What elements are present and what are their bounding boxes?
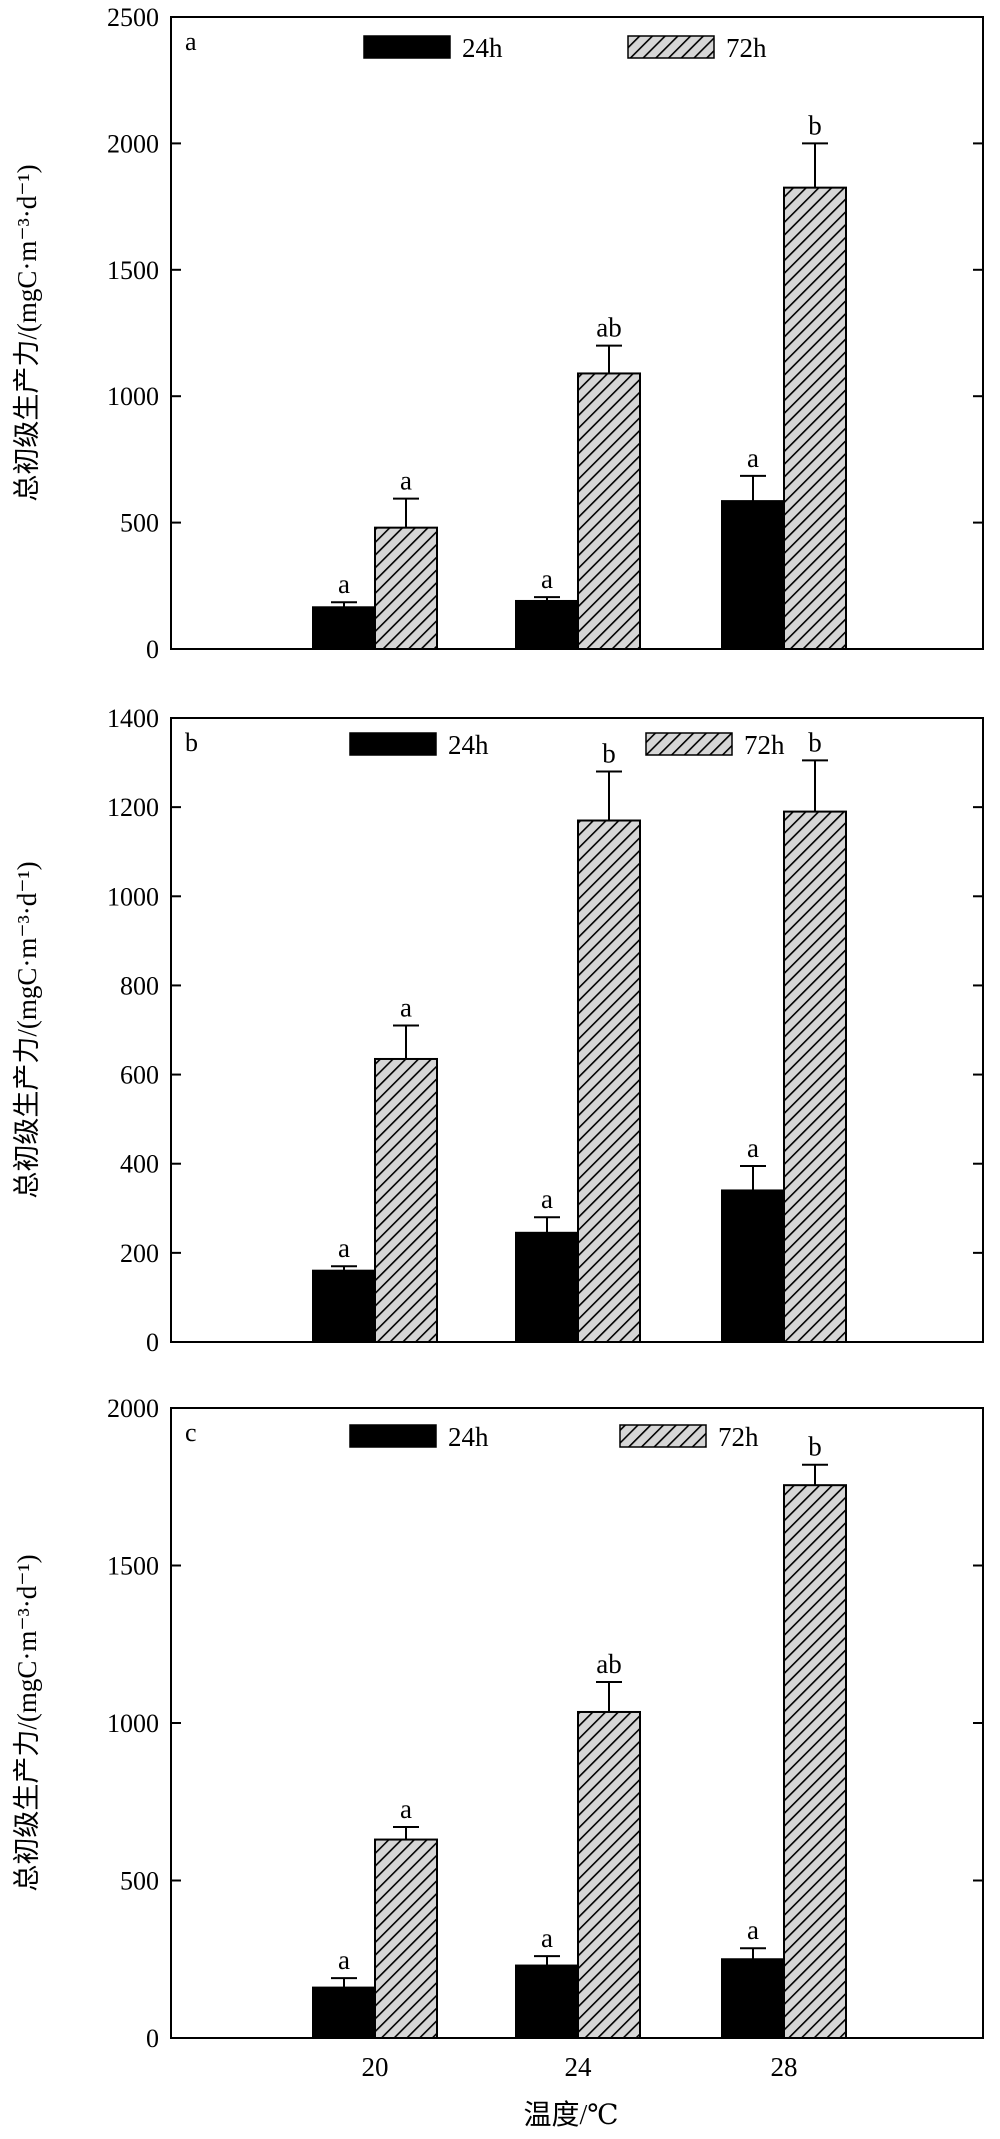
legend-swatch-24h xyxy=(349,732,437,756)
significance-letter: b xyxy=(808,1432,822,1462)
panel-label: a xyxy=(185,27,197,56)
y-tick-label: 1200 xyxy=(107,793,159,822)
legend-swatch-24h xyxy=(349,1424,437,1448)
significance-letter: a xyxy=(541,1184,553,1214)
x-tick-label: 28 xyxy=(771,2052,798,2082)
legend-label: 24h xyxy=(448,1422,489,1452)
bar-72h-28 xyxy=(783,1484,847,2040)
legend-swatch-72h xyxy=(627,35,715,59)
y-tick-label: 2500 xyxy=(107,3,159,32)
legend-label: 72h xyxy=(726,33,767,63)
x-tick-label: 24 xyxy=(565,2052,593,2082)
significance-letter: ab xyxy=(596,1649,621,1679)
significance-letter: a xyxy=(400,993,412,1023)
legend-swatch-72h xyxy=(645,732,733,756)
y-tick-label: 1000 xyxy=(107,882,159,911)
bar-72h-20 xyxy=(374,1057,438,1343)
legend-swatch-72h xyxy=(619,1424,707,1448)
y-tick-label: 200 xyxy=(120,1239,159,1268)
y-axis-label: 总初级生产力/(mgC·m⁻³·d⁻¹) xyxy=(12,861,42,1198)
y-tick-label: 1000 xyxy=(107,1709,159,1738)
bar-72h-28 xyxy=(783,186,847,650)
significance-letter: a xyxy=(541,564,553,594)
significance-letter: b xyxy=(808,727,822,757)
y-tick-label: 1500 xyxy=(107,256,159,285)
bar-24h-20 xyxy=(312,606,376,651)
bar-24h-24 xyxy=(515,1964,579,2040)
legend-label: 72h xyxy=(744,730,785,760)
y-tick-label: 0 xyxy=(146,2024,159,2053)
significance-letter: ab xyxy=(596,313,621,343)
panel-label: c xyxy=(185,1418,197,1447)
significance-letter: a xyxy=(747,443,759,473)
bar-24h-24 xyxy=(515,599,579,651)
bar-24h-24 xyxy=(515,1231,579,1344)
bar-72h-24 xyxy=(577,1710,641,2039)
significance-letter: a xyxy=(747,1915,759,1945)
legend-label: 72h xyxy=(718,1422,759,1452)
bar-72h-24 xyxy=(577,372,641,650)
significance-letter: a xyxy=(338,1945,350,1975)
bar-24h-28 xyxy=(721,1958,785,2039)
y-tick-label: 2000 xyxy=(107,1394,159,1423)
y-tick-label: 500 xyxy=(120,1867,159,1896)
significance-letter: b xyxy=(808,110,822,140)
y-tick-label: 1500 xyxy=(107,1552,159,1581)
y-tick-label: 0 xyxy=(146,1328,159,1357)
significance-letter: a xyxy=(338,1233,350,1263)
significance-letter: a xyxy=(747,1133,759,1163)
x-tick-label: 20 xyxy=(362,2052,389,2082)
significance-letter: a xyxy=(338,569,350,599)
panel-a: a 0 500 1000 1500 2000 2500 总初级生产力/(mgC·m⁻³·d⁻¹… xyxy=(12,3,984,664)
bar-24h-20 xyxy=(312,1986,376,2039)
y-axis-label: 总初级生产力/(mgC·m⁻³·d⁻¹) xyxy=(12,164,42,501)
y-tick-label: 500 xyxy=(120,509,159,538)
significance-letter: a xyxy=(400,466,412,496)
significance-letter: a xyxy=(400,1794,412,1824)
significance-letter: b xyxy=(602,738,616,768)
y-tick-label: 600 xyxy=(120,1061,159,1090)
bar-24h-20 xyxy=(312,1269,376,1343)
bar-72h-24 xyxy=(577,819,641,1343)
y-tick-label: 1000 xyxy=(107,382,159,411)
significance-letter: a xyxy=(541,1923,553,1953)
legend-swatch-24h xyxy=(363,35,451,59)
bar-24h-28 xyxy=(721,500,785,650)
panel-b: b 0 200 400 600 800 1000 1200 1400 总初级生产力/(mgC·m⁻… xyxy=(12,704,984,1357)
y-tick-label: 400 xyxy=(120,1150,159,1179)
panels: a05001000150020002500总初级生产力/(mgC·m⁻³·d⁻¹… xyxy=(12,3,984,2131)
panel-c: c 0 500 1000 1500 2000 总初级生产力/(mgC·m⁻³·d⁻¹) a a a… xyxy=(12,1394,984,2131)
y-tick-label: 1400 xyxy=(107,704,159,733)
y-tick-label: 0 xyxy=(146,635,159,664)
y-axis-label: 总初级生产力/(mgC·m⁻³·d⁻¹) xyxy=(12,1554,42,1891)
legend-label: 24h xyxy=(448,730,489,760)
panel-label: b xyxy=(185,728,198,757)
bar-24h-28 xyxy=(721,1189,785,1344)
bar-72h-20 xyxy=(374,1838,438,2040)
bar-72h-20 xyxy=(374,526,438,651)
y-tick-label: 800 xyxy=(120,971,159,1000)
x-axis-label: 温度/℃ xyxy=(523,2099,618,2131)
y-tick-label: 2000 xyxy=(107,129,159,158)
bar-72h-28 xyxy=(783,810,847,1343)
legend-label: 24h xyxy=(462,33,503,63)
